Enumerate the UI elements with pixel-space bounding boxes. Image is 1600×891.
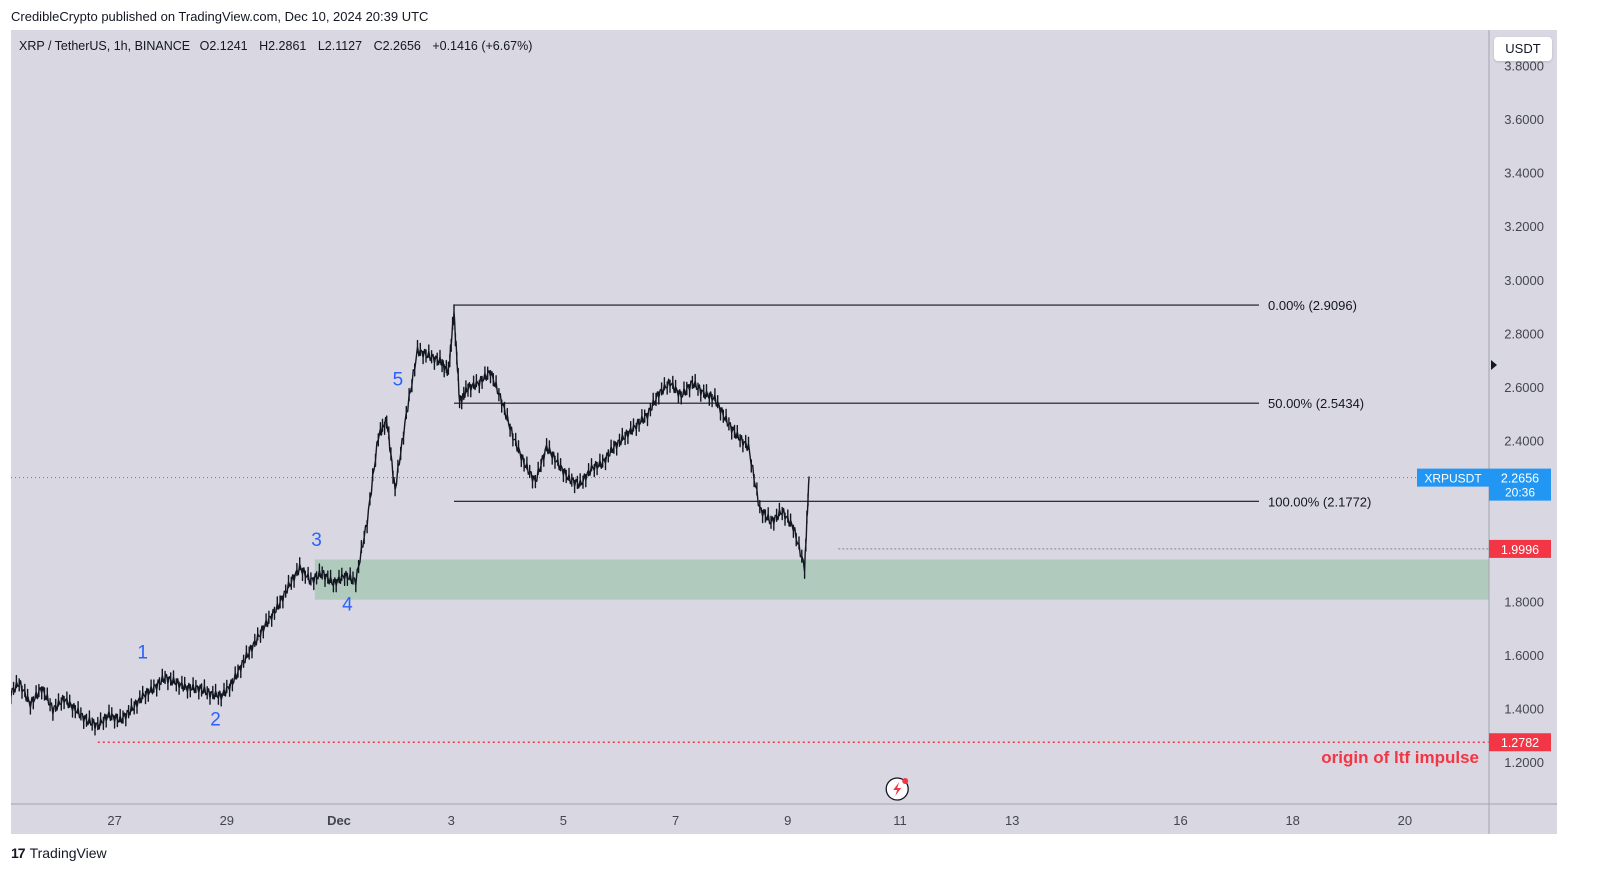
currency-unit-button[interactable]: USDT	[1494, 37, 1552, 61]
y-tick-label: 3.6000	[1504, 112, 1544, 127]
publisher-line: CredibleCrypto published on TradingView.…	[11, 9, 429, 24]
y-tick-label: 1.4000	[1504, 702, 1544, 717]
price-series-line	[11, 304, 810, 736]
price-marker-bg	[1489, 539, 1551, 558]
origin-annotation: origin of ltf impulse	[1321, 748, 1479, 767]
chart-area[interactable]: 0.00% (2.9096) 50.00% (2.5434) 100.00% (2.…	[11, 30, 1557, 834]
x-tick-label: 5	[560, 813, 567, 828]
x-tick-label: 9	[784, 813, 791, 828]
wave-label: 5	[393, 369, 404, 390]
fib-label: 0.00% (2.9096)	[1268, 298, 1357, 313]
x-tick-label: 20	[1398, 813, 1412, 828]
change-value: +0.1416 (+6.67%)	[432, 39, 533, 53]
last-price-value: 2.2656	[1501, 472, 1539, 486]
open-value: 2.1241	[209, 39, 248, 53]
wave-label: 3	[311, 530, 322, 551]
x-tick-label: Dec	[327, 813, 351, 828]
y-tick-label: 3.8000	[1504, 58, 1544, 73]
price-marker-bg	[1489, 733, 1551, 752]
demand-zone	[314, 559, 1490, 600]
close-value: 2.2656	[382, 39, 421, 53]
wave-label: 2	[210, 710, 221, 731]
price-marker-label: 1.2782	[1501, 736, 1539, 750]
y-tick-label: 3.4000	[1504, 166, 1544, 181]
wave-label: 4	[342, 594, 353, 615]
y-tick-label: 2.6000	[1504, 380, 1544, 395]
x-tick-label: 16	[1173, 813, 1187, 828]
symbol-legend: XRP / TetherUS, 1h, BINANCE O2.1241 H2.2…	[19, 39, 538, 53]
wave-label: 1	[137, 643, 148, 664]
y-tick-label: 1.2000	[1504, 755, 1544, 770]
x-tick-label: 27	[107, 813, 121, 828]
footer-brand[interactable]: 17 TradingView	[11, 845, 107, 861]
fib-label: 100.00% (2.1772)	[1268, 494, 1371, 509]
y-tick-label: 1.6000	[1504, 648, 1544, 663]
x-tick-label: 7	[672, 813, 679, 828]
y-tick-label: 2.4000	[1504, 434, 1544, 449]
x-tick-label: 29	[220, 813, 234, 828]
flash-glyph-icon	[893, 782, 902, 796]
event-dot-icon	[902, 778, 909, 784]
countdown-value: 20:36	[1505, 486, 1535, 500]
y-tick-label: 3.2000	[1504, 219, 1544, 234]
axis-arrow-icon	[1491, 360, 1497, 370]
y-tick-label: 2.8000	[1504, 326, 1544, 341]
x-tick-label: 18	[1285, 813, 1299, 828]
symbol-tag-bg	[1417, 468, 1489, 487]
low-value: 2.1127	[324, 39, 363, 53]
close-label: C	[373, 39, 383, 53]
y-tick-label: 1.8000	[1504, 594, 1544, 609]
symbol-name: XRP / TetherUS, 1h, BINANCE	[19, 39, 191, 53]
symbol-tag: XRPUSDT	[1424, 472, 1482, 486]
fib-label: 50.00% (2.5434)	[1268, 396, 1364, 411]
x-tick-label: 11	[893, 813, 907, 828]
last-price-badge	[1489, 468, 1551, 501]
x-tick-label: 3	[448, 813, 455, 828]
price-chart[interactable]: 0.00% (2.9096) 50.00% (2.5434) 100.00% (2.…	[11, 30, 1557, 834]
open-label: O	[199, 39, 210, 53]
brand-name: TradingView	[29, 845, 107, 861]
high-label: H	[259, 39, 269, 53]
low-label: L	[317, 39, 325, 53]
high-value: 2.2861	[268, 39, 307, 53]
y-tick-label: 3.0000	[1504, 273, 1544, 288]
price-marker-label: 1.9996	[1501, 543, 1539, 557]
x-tick-label: 13	[1005, 813, 1019, 828]
tradingview-logo-icon: 17	[11, 845, 26, 861]
